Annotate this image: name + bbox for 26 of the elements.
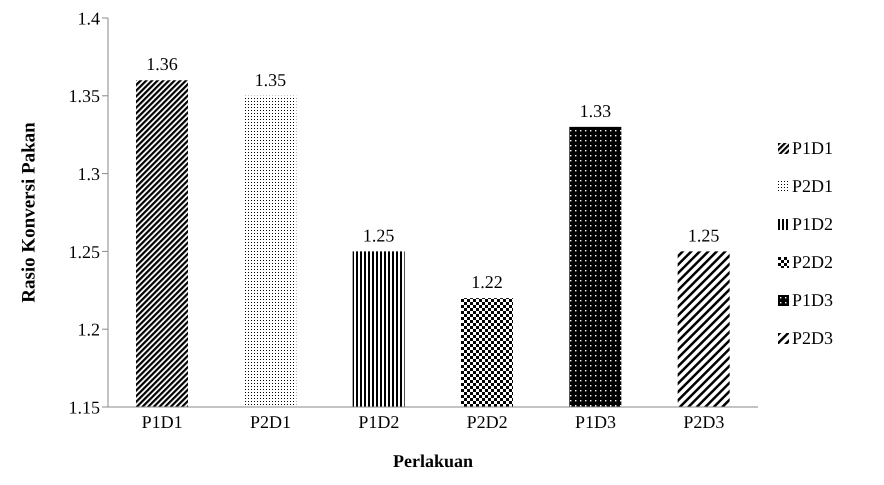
- x-tick-label: P2D2: [466, 412, 508, 432]
- legend-label: P1D1: [792, 138, 834, 159]
- legend-label: P2D1: [792, 176, 834, 197]
- x-tick-label: P1D1: [142, 412, 183, 432]
- x-axis-title: Perlakuan: [392, 451, 474, 471]
- y-tick-label: 1.4: [78, 8, 100, 28]
- legend-label: P1D2: [792, 214, 834, 235]
- data-label: 1.25: [688, 225, 720, 246]
- data-label: 1.33: [580, 100, 612, 121]
- legend-label: P2D2: [792, 252, 834, 273]
- y-tick-label: 1.15: [68, 397, 100, 418]
- y-tick-label: 1.2: [78, 320, 100, 340]
- y-tick-label: 1.3: [78, 164, 100, 184]
- x-tick-label: P2D1: [250, 412, 292, 432]
- y-tick-label: 1.35: [68, 86, 100, 106]
- data-label: 1.36: [146, 54, 178, 74]
- x-tick-label: P2D3: [683, 412, 724, 432]
- data-label: 1.22: [471, 272, 503, 292]
- x-tick-label: P1D3: [574, 412, 616, 432]
- data-label: 1.25: [362, 225, 394, 246]
- y-tick-label: 1.25: [68, 242, 100, 262]
- x-tick-label: P1D2: [358, 412, 400, 432]
- data-label: 1.35: [254, 70, 286, 90]
- legend-label: P1D3: [792, 290, 834, 311]
- legend-label: P2D3: [792, 328, 834, 349]
- y-axis-title: Rasio Konversi Pakan: [18, 122, 40, 303]
